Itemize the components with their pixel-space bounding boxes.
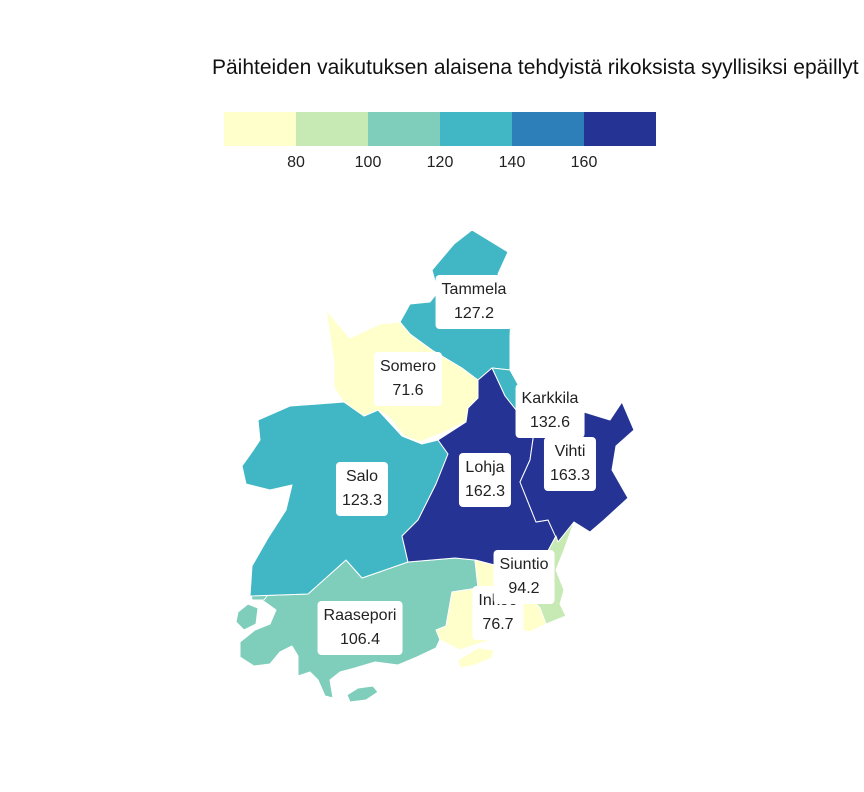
legend-swatch-5 (512, 112, 584, 146)
region-value: 127.2 (453, 305, 495, 322)
legend-tick: 120 (426, 154, 454, 171)
region-name: Somero (379, 358, 437, 375)
legend-tick: 80 (287, 154, 305, 171)
region-label-tammela: Tammela 127.2 (435, 275, 513, 329)
region-value: 71.6 (392, 382, 424, 399)
region-label-vihti: Vihti 163.3 (543, 437, 597, 491)
region-name: Karkkila (521, 390, 579, 407)
region-name: Lohja (465, 459, 505, 476)
legend-swatch-4 (440, 112, 512, 146)
region-name: Salo (345, 468, 379, 485)
legend-swatch-6 (584, 112, 656, 146)
region-value: 76.7 (482, 616, 514, 633)
region-value: 123.3 (341, 492, 383, 509)
region-label-lohja: Lohja 162.3 (458, 453, 512, 507)
region-value: 94.2 (508, 580, 540, 597)
region-value: 163.3 (549, 467, 591, 484)
region-label-siuntio: Siuntio 94.2 (493, 550, 555, 604)
region-name: Siuntio (499, 556, 549, 573)
color-legend: 80 100 120 140 160 (224, 112, 656, 182)
legend-swatch-1 (224, 112, 296, 146)
region-label-raasepori: Raasepori 106.4 (317, 601, 403, 655)
legend-tick: 160 (570, 154, 598, 171)
legend-swatch-2 (296, 112, 368, 146)
legend-swatch-3 (368, 112, 440, 146)
region-label-somero: Somero 71.6 (373, 352, 443, 406)
region-value: 132.6 (529, 414, 571, 431)
map-title: Päihteiden vaikutuksen alaisena tehdyist… (212, 56, 859, 79)
legend-tick: 140 (498, 154, 526, 171)
region-label-karkkila: Karkkila 132.6 (515, 384, 585, 438)
region-name: Vihti (554, 443, 586, 460)
region-value: 162.3 (464, 483, 506, 500)
legend-tick: 100 (354, 154, 382, 171)
region-value: 106.4 (339, 631, 381, 648)
region-label-salo: Salo 123.3 (335, 462, 389, 516)
region-name: Tammela (441, 281, 507, 298)
region-name: Raasepori (323, 607, 397, 624)
